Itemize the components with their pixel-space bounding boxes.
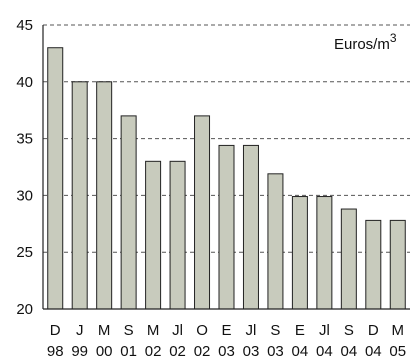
bar — [267, 173, 284, 310]
bar — [291, 196, 308, 310]
bar — [218, 144, 235, 310]
x-category-label-bottom: 04 — [292, 343, 309, 360]
y-tick-label: 20 — [16, 301, 33, 318]
y-tick-label: 40 — [16, 74, 33, 91]
bar — [242, 144, 259, 310]
bar — [365, 219, 382, 310]
x-category-label-bottom: 03 — [267, 343, 284, 360]
y-tick-label: 35 — [16, 131, 33, 148]
x-category-label-bottom: 04 — [316, 343, 333, 360]
x-category-label-bottom: 04 — [340, 343, 357, 360]
x-category-label-bottom: 00 — [96, 343, 113, 360]
x-category-label-top: M — [98, 322, 111, 339]
y-tick-label: 30 — [16, 187, 33, 204]
x-category-label-top: O — [196, 322, 208, 339]
bar — [389, 219, 406, 310]
x-category-label-bottom: 05 — [389, 343, 406, 360]
x-category-label-top: J — [76, 322, 84, 339]
axes — [42, 25, 410, 310]
x-category-label-top: S — [344, 322, 354, 339]
bar — [120, 115, 137, 310]
x-category-label-bottom: 03 — [243, 343, 260, 360]
x-category-label-top: M — [147, 322, 160, 339]
bar — [169, 160, 186, 310]
x-category-label-bottom: 02 — [194, 343, 211, 360]
x-category-label-bottom: 02 — [145, 343, 162, 360]
bar — [316, 196, 333, 310]
x-category-label-top: E — [221, 322, 231, 339]
unit-label-text: Euros/m — [334, 36, 390, 53]
bar — [194, 115, 211, 310]
x-category-labels: D 98 J 99 M 00 S 01 M 02 Jl 02 O 02 E 03 Jl 03 S 03 E 04 Jl 04 S… — [47, 322, 406, 360]
x-category-label-bottom: 02 — [169, 343, 186, 360]
x-category-label-top: M — [392, 322, 405, 339]
bar — [71, 81, 88, 310]
bar — [340, 208, 357, 310]
x-category-label-top: Jl — [319, 322, 330, 339]
x-category-label-top: S — [270, 322, 280, 339]
x-category-label-bottom: 03 — [218, 343, 235, 360]
x-category-label-top: E — [295, 322, 305, 339]
x-category-label-bottom: 04 — [365, 343, 382, 360]
x-category-label-top: Jl — [246, 322, 257, 339]
x-category-label-top: D — [368, 322, 379, 339]
bar — [96, 81, 113, 310]
y-tick-label: 25 — [16, 244, 33, 261]
y-tick-labels: 20 25 30 35 40 45 — [16, 17, 33, 318]
x-category-label-bottom: 01 — [120, 343, 137, 360]
unit-label: Euros/m3 — [334, 31, 397, 53]
unit-label-superscript: 3 — [390, 31, 397, 45]
bar — [47, 47, 64, 310]
x-category-label-top: S — [124, 322, 134, 339]
x-category-label-bottom: 98 — [47, 343, 64, 360]
y-tick-label: 45 — [16, 17, 33, 34]
x-category-label-top: Jl — [172, 322, 183, 339]
bars — [47, 47, 406, 310]
bar — [145, 160, 162, 310]
x-category-label-top: D — [50, 322, 61, 339]
x-category-label-bottom: 99 — [71, 343, 88, 360]
